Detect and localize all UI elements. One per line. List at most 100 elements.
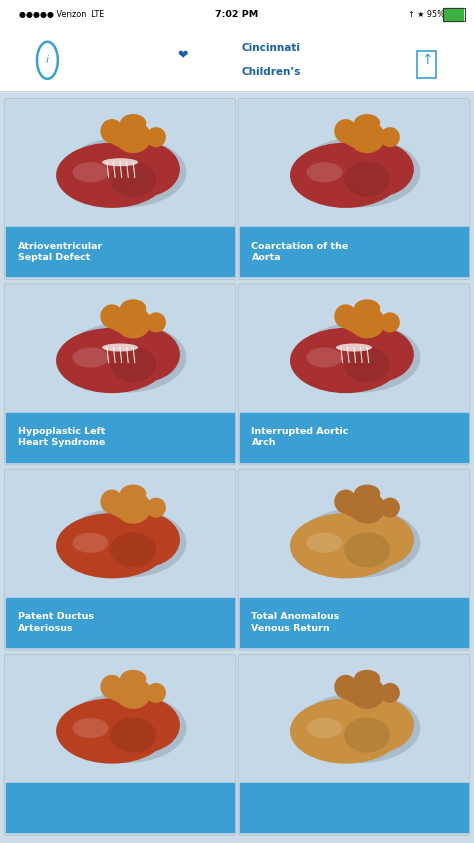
Text: i: i: [46, 56, 49, 65]
Ellipse shape: [64, 693, 186, 763]
Ellipse shape: [100, 304, 123, 329]
Ellipse shape: [100, 674, 123, 699]
Polygon shape: [337, 685, 361, 703]
Ellipse shape: [306, 162, 343, 182]
Bar: [6, 472, 234, 598]
Ellipse shape: [380, 683, 400, 703]
Ellipse shape: [73, 162, 109, 182]
Text: Interrupted Aortic
Arch: Interrupted Aortic Arch: [252, 427, 349, 448]
Bar: [240, 413, 468, 461]
Bar: [0, 0, 474, 30]
Polygon shape: [104, 500, 127, 518]
Ellipse shape: [73, 718, 109, 738]
Ellipse shape: [344, 532, 390, 567]
Bar: [443, 8, 465, 21]
Ellipse shape: [306, 718, 343, 738]
Text: ❤: ❤: [177, 50, 188, 62]
FancyBboxPatch shape: [4, 284, 236, 464]
Text: Children’s: Children’s: [242, 67, 301, 77]
Text: ↑: ↑: [421, 53, 432, 67]
FancyBboxPatch shape: [4, 654, 236, 835]
Bar: [6, 658, 234, 783]
Ellipse shape: [110, 162, 156, 197]
Ellipse shape: [73, 347, 109, 368]
Ellipse shape: [115, 121, 151, 153]
Ellipse shape: [64, 507, 186, 578]
Ellipse shape: [340, 142, 414, 197]
Bar: [0, 30, 474, 91]
Ellipse shape: [354, 670, 380, 688]
Bar: [443, 8, 463, 21]
Ellipse shape: [336, 343, 372, 352]
Ellipse shape: [340, 327, 414, 382]
Ellipse shape: [290, 142, 401, 208]
Ellipse shape: [334, 674, 357, 699]
Ellipse shape: [290, 698, 401, 764]
FancyBboxPatch shape: [238, 654, 470, 835]
Ellipse shape: [56, 698, 168, 764]
FancyBboxPatch shape: [4, 99, 236, 280]
Ellipse shape: [106, 327, 180, 382]
Ellipse shape: [100, 119, 123, 143]
Ellipse shape: [297, 322, 420, 393]
Ellipse shape: [349, 491, 385, 524]
Polygon shape: [337, 500, 361, 518]
Ellipse shape: [64, 322, 186, 393]
Ellipse shape: [146, 127, 166, 148]
Ellipse shape: [380, 127, 400, 148]
Text: Total Anomalous
Venous Return: Total Anomalous Venous Return: [252, 612, 340, 632]
Ellipse shape: [344, 162, 390, 197]
Text: 7:02 PM: 7:02 PM: [215, 10, 259, 19]
Ellipse shape: [344, 347, 390, 382]
Ellipse shape: [106, 513, 180, 567]
Ellipse shape: [290, 328, 401, 393]
Text: Patent Ductus
Arteriosus: Patent Ductus Arteriosus: [18, 612, 93, 632]
Ellipse shape: [73, 533, 109, 553]
Ellipse shape: [120, 485, 146, 502]
Ellipse shape: [110, 717, 156, 753]
Ellipse shape: [306, 533, 343, 553]
Ellipse shape: [290, 513, 401, 578]
Ellipse shape: [115, 491, 151, 524]
Ellipse shape: [146, 497, 166, 518]
Ellipse shape: [349, 121, 385, 153]
Bar: [0, 91, 474, 843]
Ellipse shape: [349, 677, 385, 709]
Ellipse shape: [110, 347, 156, 382]
Bar: [240, 783, 468, 832]
Bar: [240, 102, 468, 228]
FancyBboxPatch shape: [238, 284, 470, 464]
Bar: [240, 228, 468, 277]
Ellipse shape: [297, 507, 420, 578]
Text: Coarctation of the
Aorta: Coarctation of the Aorta: [252, 242, 349, 262]
Bar: [6, 287, 234, 413]
Bar: [6, 102, 234, 228]
Ellipse shape: [344, 717, 390, 753]
Ellipse shape: [340, 513, 414, 567]
Ellipse shape: [297, 693, 420, 763]
Bar: [240, 472, 468, 598]
Ellipse shape: [334, 119, 357, 143]
Ellipse shape: [102, 343, 138, 352]
Ellipse shape: [106, 142, 180, 197]
Ellipse shape: [380, 497, 400, 518]
Text: Cincinnati: Cincinnati: [242, 44, 301, 53]
Ellipse shape: [120, 299, 146, 317]
Bar: [6, 228, 234, 277]
Ellipse shape: [120, 114, 146, 132]
Ellipse shape: [115, 306, 151, 338]
Ellipse shape: [354, 299, 380, 317]
FancyBboxPatch shape: [238, 469, 470, 650]
Bar: [240, 598, 468, 647]
Ellipse shape: [102, 158, 138, 166]
Ellipse shape: [146, 683, 166, 703]
Ellipse shape: [354, 485, 380, 502]
Ellipse shape: [64, 137, 186, 207]
Ellipse shape: [334, 490, 357, 513]
Ellipse shape: [115, 677, 151, 709]
Ellipse shape: [106, 697, 180, 753]
Ellipse shape: [56, 328, 168, 393]
Bar: [417, 51, 436, 78]
Text: Atrioventricular
Septal Defect: Atrioventricular Septal Defect: [18, 242, 103, 262]
Ellipse shape: [56, 142, 168, 208]
